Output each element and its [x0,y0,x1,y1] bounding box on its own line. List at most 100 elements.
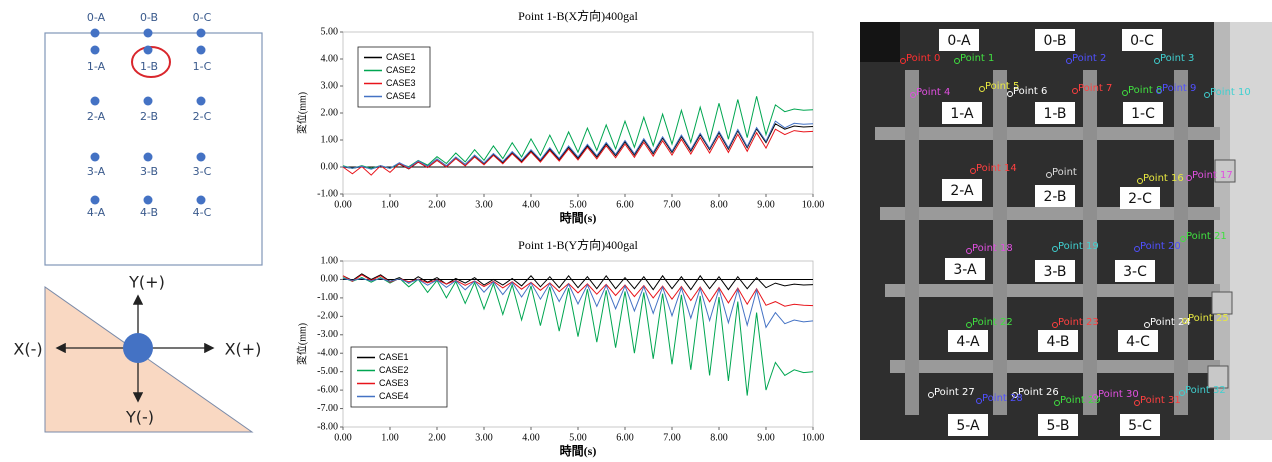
point-label: Point 24 [1150,317,1191,328]
cell-label-box [1038,414,1078,436]
point-marker [900,58,906,64]
y-minus-label: Y(-) [125,408,154,427]
y-tick-label: 5.00 [321,26,339,37]
point-marker [954,58,960,64]
point-marker [1179,390,1185,396]
x-tick-label: 8.00 [710,199,728,210]
chart-title: Point 1-B(X方向)400gal [518,8,638,23]
x-tick-label: 5.00 [569,432,587,443]
point-label: Point 5 [985,81,1019,92]
x-tick-label: 2.00 [428,432,446,443]
node-dot [143,28,153,38]
x-tick-label: 8.00 [710,432,728,443]
point-label: Point 22 [972,317,1013,328]
y-tick-label: 1.00 [321,134,339,145]
x-axis-label: 時間(s) [560,443,597,458]
beam [993,70,1007,415]
y-plus-label: Y(+) [128,273,165,292]
y-tick-label: 4.00 [321,53,339,64]
point-label: Point 23 [1058,317,1099,328]
series-line [342,277,814,396]
y-tick-label: -6.00 [317,384,338,395]
point-marker [1154,58,1160,64]
point-label: Point 27 [934,387,975,398]
cell-label-box [945,258,985,280]
sensor [1214,159,1236,183]
point-marker [1144,322,1150,328]
point-label: Point 16 [1143,173,1184,184]
node-label: 0-A [87,11,106,24]
node-dot [90,152,100,162]
beam [1083,70,1097,415]
y-tick-label: 3.00 [321,80,339,91]
beam [885,284,1220,297]
point-marker [1072,88,1078,94]
sensor [1211,291,1233,315]
node-label: 0-C [193,11,212,24]
cell-label-box [1120,187,1160,209]
x-tick-label: 3.00 [475,432,493,443]
series-line [342,123,814,170]
point-label: Point 17 [1192,170,1233,181]
y-tick-label: -8.00 [317,421,338,432]
x-tick-label: 4.00 [522,199,540,210]
point-label: Point 0 [906,53,940,64]
corner-shadow [860,22,900,62]
series-line [342,273,814,291]
node-dot [143,152,153,162]
y-tick-label: -3.00 [317,329,338,340]
cell-label: 1-B [1043,106,1066,122]
chart-title: Point 1-B(Y方向)400gal [518,237,638,252]
point-label: Point 18 [972,243,1013,254]
cell-label-box [939,29,979,51]
y-tick-label: -4.00 [317,348,338,359]
cell-label-box [948,414,988,436]
point-marker [1204,92,1210,98]
origin-dot [123,333,153,363]
point-marker [1156,88,1162,94]
beam [905,70,919,415]
series-line [342,277,814,329]
x-tick-label: 2.00 [428,199,446,210]
node-dot [90,96,100,106]
x-tick-label: 10.00 [802,199,825,210]
point-label: Point 32 [1185,385,1226,396]
cell-label-box [1120,414,1160,436]
photo: 0-A 0-B 0-C 1-A 1-B 1-C 2-A 2-B 2-C 3-A 3-B 3-C 4-A 4… [860,22,1272,440]
cell-label: 3-B [1043,264,1066,280]
node-dot [90,45,100,55]
cell-label-box [1118,330,1158,352]
point-marker [1182,318,1188,324]
point-label: Point 10 [1210,87,1251,98]
node-dot [196,195,206,205]
cell-label: 2-A [950,183,974,199]
node-label: 4-B [140,206,158,219]
cell-label: 4-C [1126,334,1150,350]
node-dot [143,96,153,106]
plan-frame [44,32,263,266]
x-tick-label: 7.00 [663,432,681,443]
x-tick-label: 10.00 [802,432,825,443]
cell-label-box [1122,29,1162,51]
point-marker [910,92,916,98]
cell-label-box [1035,260,1075,282]
point-marker [1054,400,1060,406]
node-label: 1-B [140,60,158,73]
point-label: Point 28 [982,393,1023,404]
node-dot [90,195,100,205]
point-marker [1134,246,1140,252]
sensor [1207,365,1229,389]
beam [1174,70,1188,415]
node-label: 2-B [140,110,158,123]
point-marker [1137,178,1143,184]
beam [880,207,1220,220]
point-marker [1134,400,1140,406]
point-marker [1122,90,1128,96]
node-label: 1-A [87,60,106,73]
cell-label: 4-A [956,334,980,350]
cell-label: 3-A [953,262,977,278]
point-marker [1007,91,1013,97]
wall-edge [1230,22,1272,440]
